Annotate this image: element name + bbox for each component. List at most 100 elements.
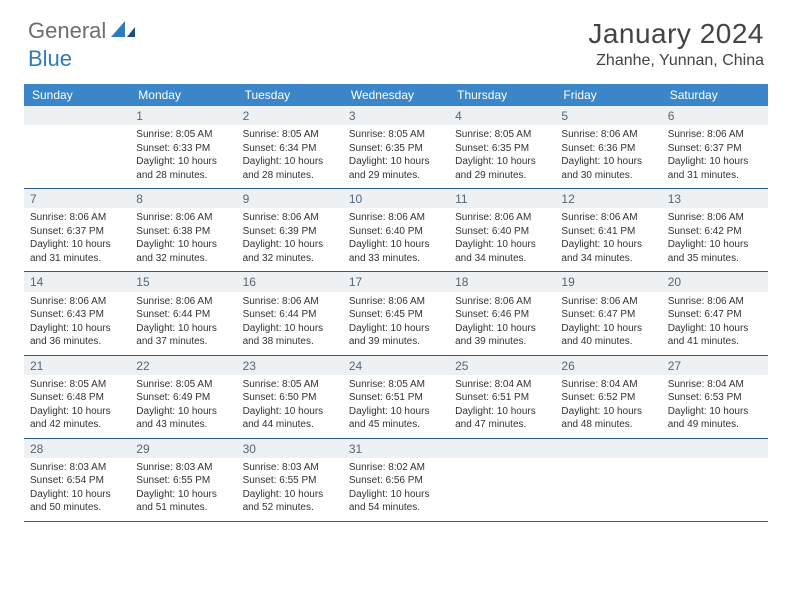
sunset-line: Sunset: 6:41 PM	[561, 225, 657, 239]
day-cell: 16Sunrise: 8:06 AMSunset: 6:44 PMDayligh…	[237, 272, 343, 354]
day-cell: 3Sunrise: 8:05 AMSunset: 6:35 PMDaylight…	[343, 106, 449, 188]
daylight-line: Daylight: 10 hours and 35 minutes.	[668, 238, 764, 265]
daylight-line: Daylight: 10 hours and 32 minutes.	[243, 238, 339, 265]
sunrise-line: Sunrise: 8:06 AM	[136, 211, 232, 225]
sunset-line: Sunset: 6:56 PM	[349, 474, 445, 488]
day-cell: 25Sunrise: 8:04 AMSunset: 6:51 PMDayligh…	[449, 356, 555, 438]
sunset-line: Sunset: 6:37 PM	[668, 142, 764, 156]
sunset-line: Sunset: 6:48 PM	[30, 391, 126, 405]
day-number: 19	[555, 272, 661, 291]
day-number-empty	[449, 439, 555, 458]
day-cell: 31Sunrise: 8:02 AMSunset: 6:56 PMDayligh…	[343, 439, 449, 521]
daylight-line: Daylight: 10 hours and 51 minutes.	[136, 488, 232, 515]
day-header: Sunday	[24, 84, 130, 106]
day-number: 13	[662, 189, 768, 208]
daylight-line: Daylight: 10 hours and 30 minutes.	[561, 155, 657, 182]
daylight-line: Daylight: 10 hours and 28 minutes.	[136, 155, 232, 182]
sunset-line: Sunset: 6:39 PM	[243, 225, 339, 239]
sunset-line: Sunset: 6:42 PM	[668, 225, 764, 239]
day-cell	[449, 439, 555, 521]
header: General January 2024 Zhanhe, Yunnan, Chi…	[0, 0, 792, 78]
sunrise-line: Sunrise: 8:02 AM	[349, 461, 445, 475]
day-number: 26	[555, 356, 661, 375]
week-row: 1Sunrise: 8:05 AMSunset: 6:33 PMDaylight…	[24, 106, 768, 189]
day-cell: 14Sunrise: 8:06 AMSunset: 6:43 PMDayligh…	[24, 272, 130, 354]
day-cell: 21Sunrise: 8:05 AMSunset: 6:48 PMDayligh…	[24, 356, 130, 438]
sunrise-line: Sunrise: 8:05 AM	[349, 378, 445, 392]
day-cell: 10Sunrise: 8:06 AMSunset: 6:40 PMDayligh…	[343, 189, 449, 271]
day-cell: 20Sunrise: 8:06 AMSunset: 6:47 PMDayligh…	[662, 272, 768, 354]
sunrise-line: Sunrise: 8:06 AM	[561, 211, 657, 225]
day-cell: 28 Sunrise: 8:03 AMSunset: 6:54 PMDayligh…	[24, 439, 130, 521]
day-cell: 24Sunrise: 8:05 AMSunset: 6:51 PMDayligh…	[343, 356, 449, 438]
sunrise-line: Sunrise: 8:04 AM	[561, 378, 657, 392]
day-number: 18	[449, 272, 555, 291]
sunset-line: Sunset: 6:49 PM	[136, 391, 232, 405]
day-number: 11	[449, 189, 555, 208]
daylight-line: Daylight: 10 hours and 49 minutes.	[668, 405, 764, 432]
day-number: 9	[237, 189, 343, 208]
day-number: 27	[662, 356, 768, 375]
day-cell: 19Sunrise: 8:06 AMSunset: 6:47 PMDayligh…	[555, 272, 661, 354]
day-number: 5	[555, 106, 661, 125]
day-cell: 6Sunrise: 8:06 AMSunset: 6:37 PMDaylight…	[662, 106, 768, 188]
day-number: 25	[449, 356, 555, 375]
sunrise-line: Sunrise: 8:03 AM	[30, 461, 126, 475]
daylight-line: Daylight: 10 hours and 32 minutes.	[136, 238, 232, 265]
daylight-line: Daylight: 10 hours and 50 minutes.	[30, 488, 126, 515]
day-number: 22	[130, 356, 236, 375]
day-number: 24	[343, 356, 449, 375]
daylight-line: Daylight: 10 hours and 40 minutes.	[561, 322, 657, 349]
day-number: 31	[343, 439, 449, 458]
day-number: 23	[237, 356, 343, 375]
day-number: 28	[24, 439, 130, 458]
location-text: Zhanhe, Yunnan, China	[588, 52, 764, 70]
day-number-empty	[24, 106, 130, 125]
sunset-line: Sunset: 6:50 PM	[243, 391, 339, 405]
day-number: 30	[237, 439, 343, 458]
sunset-line: Sunset: 6:46 PM	[455, 308, 551, 322]
day-number-empty	[555, 439, 661, 458]
week-row: 21Sunrise: 8:05 AMSunset: 6:48 PMDayligh…	[24, 356, 768, 439]
day-header: Tuesday	[237, 84, 343, 106]
sunset-line: Sunset: 6:51 PM	[349, 391, 445, 405]
page-title: January 2024	[588, 18, 764, 50]
day-number: 29	[130, 439, 236, 458]
day-cell: 13Sunrise: 8:06 AMSunset: 6:42 PMDayligh…	[662, 189, 768, 271]
sunrise-line: Sunrise: 8:05 AM	[243, 128, 339, 142]
day-cell	[24, 106, 130, 188]
sunrise-line: Sunrise: 8:06 AM	[349, 295, 445, 309]
day-cell: 26Sunrise: 8:04 AMSunset: 6:52 PMDayligh…	[555, 356, 661, 438]
day-cell: 2Sunrise: 8:05 AMSunset: 6:34 PMDaylight…	[237, 106, 343, 188]
day-number: 7	[24, 189, 130, 208]
day-header: Monday	[130, 84, 236, 106]
daylight-line: Daylight: 10 hours and 52 minutes.	[243, 488, 339, 515]
sunset-line: Sunset: 6:52 PM	[561, 391, 657, 405]
day-header: Thursday	[449, 84, 555, 106]
sunset-line: Sunset: 6:35 PM	[455, 142, 551, 156]
logo-text-general: General	[28, 18, 106, 44]
sunrise-line: Sunrise: 8:06 AM	[561, 295, 657, 309]
day-cell: 8Sunrise: 8:06 AMSunset: 6:38 PMDaylight…	[130, 189, 236, 271]
sunrise-line: Sunrise: 8:06 AM	[30, 295, 126, 309]
sunset-line: Sunset: 6:33 PM	[136, 142, 232, 156]
day-header: Saturday	[662, 84, 768, 106]
daylight-line: Daylight: 10 hours and 31 minutes.	[30, 238, 126, 265]
day-cell: 30Sunrise: 8:03 AMSunset: 6:55 PMDayligh…	[237, 439, 343, 521]
sunrise-line: Sunrise: 8:06 AM	[243, 211, 339, 225]
sunset-line: Sunset: 6:43 PM	[30, 308, 126, 322]
day-number: 3	[343, 106, 449, 125]
day-cell: 12Sunrise: 8:06 AMSunset: 6:41 PMDayligh…	[555, 189, 661, 271]
day-cell: 22Sunrise: 8:05 AMSunset: 6:49 PMDayligh…	[130, 356, 236, 438]
sunset-line: Sunset: 6:40 PM	[455, 225, 551, 239]
daylight-line: Daylight: 10 hours and 33 minutes.	[349, 238, 445, 265]
daylight-line: Daylight: 10 hours and 34 minutes.	[561, 238, 657, 265]
sunset-line: Sunset: 6:54 PM	[30, 474, 126, 488]
sunrise-line: Sunrise: 8:06 AM	[455, 211, 551, 225]
logo: General	[28, 18, 137, 44]
sunset-line: Sunset: 6:35 PM	[349, 142, 445, 156]
sunset-line: Sunset: 6:55 PM	[136, 474, 232, 488]
sunset-line: Sunset: 6:45 PM	[349, 308, 445, 322]
sunrise-line: Sunrise: 8:06 AM	[561, 128, 657, 142]
daylight-line: Daylight: 10 hours and 36 minutes.	[30, 322, 126, 349]
